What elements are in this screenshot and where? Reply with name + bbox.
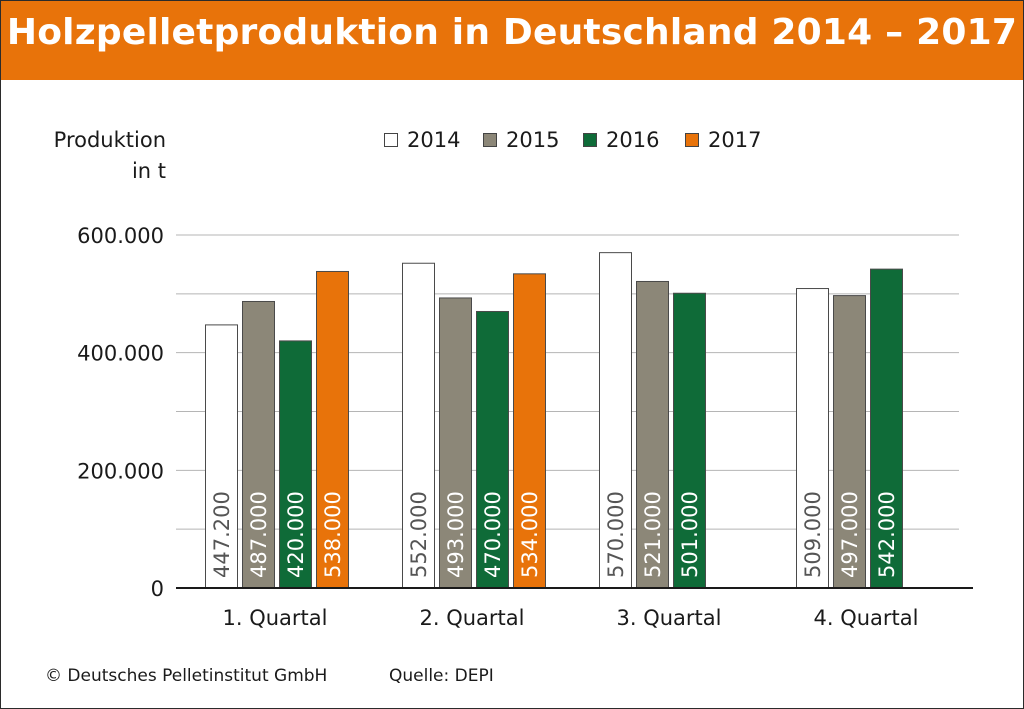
bar-value-label: 420.000: [284, 491, 308, 578]
bar: [599, 252, 632, 589]
y-tick-label: 400.000: [77, 342, 164, 366]
x-category-label: 3. Quartal: [617, 606, 722, 630]
legend-swatch-2016: [583, 133, 597, 147]
y-tick-label: 0: [151, 577, 164, 601]
legend-swatch-2017: [685, 133, 699, 147]
legend-item-2016: 2016: [583, 128, 659, 152]
legend-item-2014: 2014: [384, 128, 460, 152]
bar: [796, 288, 829, 589]
bar: [279, 340, 312, 589]
legend-swatch-2015: [483, 133, 497, 147]
y-axis-label-line1: Produktion: [53, 128, 166, 152]
bar-value-label: 570.000: [604, 491, 628, 578]
bar-value-label: 470.000: [481, 491, 505, 578]
bar-value-label: 447.200: [210, 491, 234, 578]
bar: [476, 310, 509, 589]
bar: [870, 268, 903, 589]
bar-value-label: 501.000: [678, 491, 702, 578]
bar: [833, 295, 866, 589]
bar: [439, 297, 472, 589]
legend-label-2016: 2016: [606, 128, 660, 152]
bar: [316, 270, 349, 589]
bar-value-label: 538.000: [321, 491, 345, 578]
x-category-label: 1. Quartal: [223, 606, 328, 630]
x-category-label: 4. Quartal: [814, 606, 919, 630]
bar-value-label: 534.000: [518, 491, 542, 578]
bar: [673, 292, 706, 589]
y-tick-label: 600.000: [77, 224, 164, 248]
legend-item-2015: 2015: [483, 128, 559, 152]
bar-value-label: 497.000: [838, 491, 862, 578]
source-note: Quelle: DEPI: [389, 666, 494, 686]
bar: [636, 280, 669, 589]
chart-title: Holzpelletproduktion in Deutschland 2014…: [6, 12, 1018, 53]
y-tick-label: 200.000: [77, 459, 164, 483]
bar-value-label: 509.000: [801, 491, 825, 578]
y-axis-label: Produktion in t: [41, 125, 166, 187]
legend-label-2014: 2014: [407, 128, 461, 152]
legend-label-2015: 2015: [506, 128, 560, 152]
x-category-label: 2. Quartal: [420, 606, 525, 630]
bar: [205, 324, 238, 589]
bar-value-label: 542.000: [875, 491, 899, 578]
legend-label-2017: 2017: [708, 128, 762, 152]
bar-value-label: 487.000: [247, 491, 271, 578]
legend-swatch-2014: [384, 133, 398, 147]
title-banner: Holzpelletproduktion in Deutschland 2014…: [1, 1, 1023, 80]
legend-item-2017: 2017: [685, 128, 761, 152]
bar-value-label: 521.000: [641, 491, 665, 578]
bar-value-label: 493.000: [444, 491, 468, 578]
bar-value-label: 552.000: [407, 491, 431, 578]
bar: [513, 273, 546, 589]
y-axis-label-line2: in t: [131, 159, 166, 183]
copyright-note: © Deutsches Pelletinstitut GmbH: [45, 666, 328, 686]
bar: [402, 262, 435, 589]
